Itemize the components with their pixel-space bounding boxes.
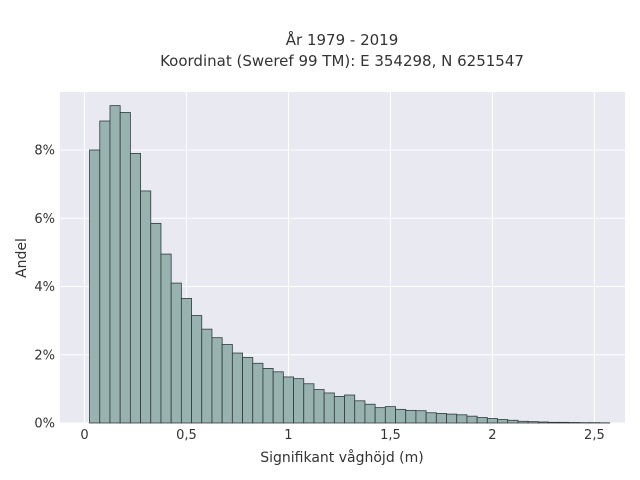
y-axis-ticks: 0% 2% 4% 6% 8%	[34, 144, 55, 432]
histogram-bar	[119, 112, 131, 424]
histogram-bar	[303, 383, 315, 424]
histogram-bar	[537, 421, 549, 424]
histogram-bar	[211, 337, 223, 424]
histogram-bar	[333, 395, 345, 424]
histogram-bar	[252, 362, 264, 424]
histogram-bar	[384, 406, 396, 424]
histogram-bar	[150, 222, 162, 424]
histogram-bar	[344, 394, 356, 424]
histogram-bar	[456, 414, 468, 424]
x-axis-title: Signifikant våghöjd (m)	[260, 449, 423, 466]
histogram-bar	[548, 421, 560, 424]
chart-title: År 1979 - 2019	[286, 30, 399, 49]
histogram-bar	[497, 419, 509, 424]
histogram-bar	[527, 421, 539, 424]
y-tick-label: 2%	[34, 348, 55, 363]
histogram-bar	[323, 392, 335, 424]
histogram-bar	[293, 378, 305, 424]
histogram-bar	[435, 413, 447, 424]
x-tick-label: 1,5	[380, 428, 401, 443]
histogram-bar	[364, 403, 376, 424]
histogram-bar	[415, 410, 427, 424]
histogram-bar	[476, 417, 488, 424]
histogram-bar	[180, 298, 192, 424]
histogram-bar	[109, 105, 121, 424]
histogram-bar	[313, 389, 325, 424]
histogram-bar	[89, 149, 101, 424]
histogram-bar	[129, 153, 141, 424]
histogram-bar	[405, 409, 417, 424]
histogram-bar	[282, 376, 294, 424]
y-tick-label: 6%	[34, 212, 55, 227]
histogram-bar	[272, 371, 284, 424]
histogram-bar	[262, 368, 274, 424]
x-axis-ticks: 0 0,5 1 1,5 2 2,5	[80, 428, 604, 443]
histogram-bar	[201, 328, 213, 424]
histogram-bar	[486, 418, 498, 424]
histogram-bar	[507, 419, 519, 424]
histogram-bar	[231, 352, 243, 424]
histogram-bar	[517, 420, 529, 424]
x-tick-label: 1	[284, 428, 292, 443]
histogram-bar	[374, 407, 386, 424]
histogram-bar	[191, 315, 203, 424]
histogram-bar	[425, 412, 437, 424]
histogram-bar	[354, 400, 366, 424]
y-tick-label: 4%	[34, 280, 55, 295]
histogram-bar	[99, 120, 111, 424]
histogram-bar	[446, 413, 458, 424]
x-tick-label: 2,5	[584, 428, 605, 443]
bars	[89, 105, 611, 424]
y-tick-label: 0%	[34, 417, 55, 432]
histogram-bar	[242, 357, 254, 424]
y-tick-label: 8%	[34, 144, 55, 159]
x-tick-label: 0,5	[176, 428, 197, 443]
histogram-bar	[568, 422, 580, 424]
histogram-bar	[395, 408, 407, 424]
histogram-bar	[160, 253, 172, 424]
x-tick-label: 2	[488, 428, 496, 443]
histogram-bar	[221, 344, 233, 424]
histogram-bar	[558, 421, 570, 424]
histogram-bar	[466, 415, 478, 424]
histogram-bar	[170, 282, 182, 424]
histogram-bar	[140, 190, 152, 424]
chart-subtitle: Koordinat (Sweref 99 TM): E 354298, N 62…	[160, 52, 524, 70]
y-axis-title: Andel	[14, 238, 30, 278]
x-tick-label: 0	[80, 428, 88, 443]
